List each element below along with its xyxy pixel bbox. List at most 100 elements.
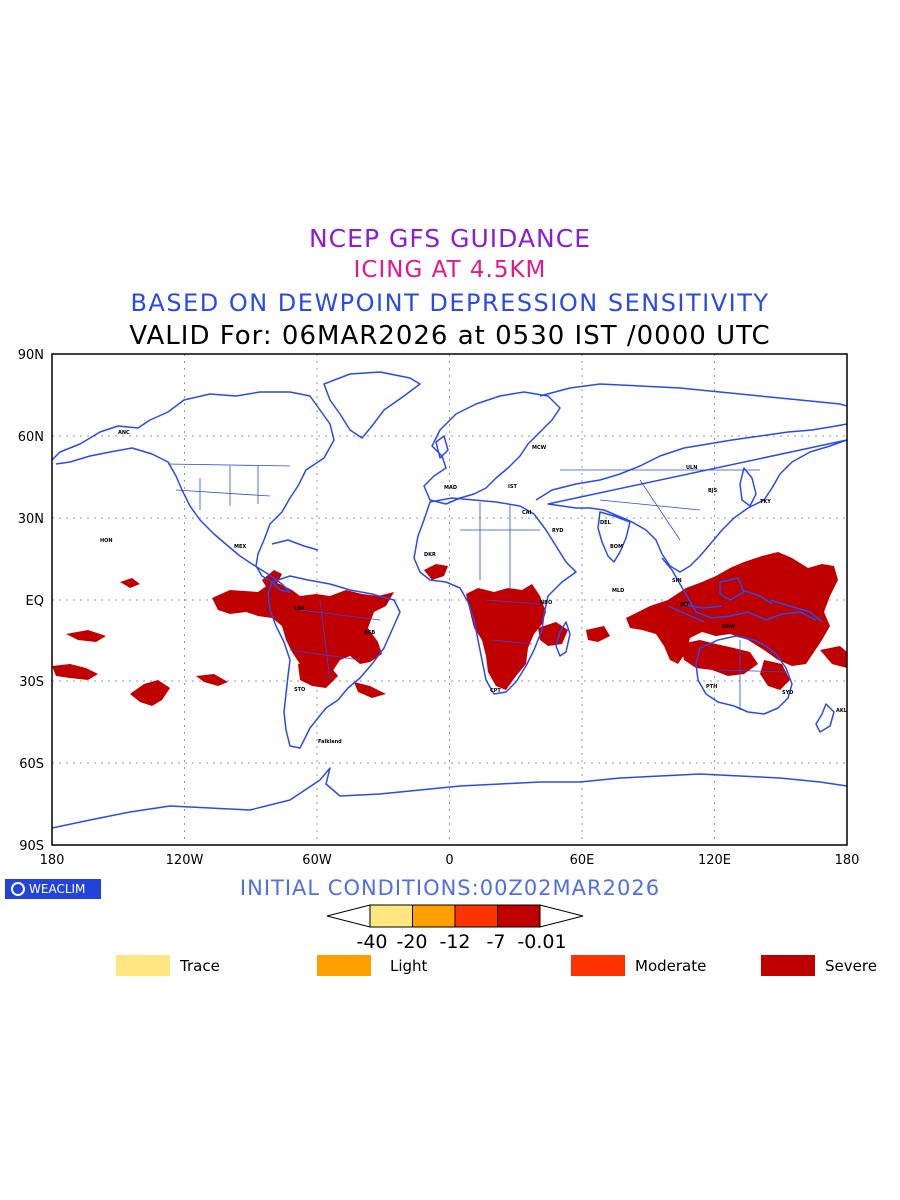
coast-madagascar — [555, 621, 571, 657]
coast-south-america — [267, 575, 401, 749]
colorbar-segment-severe — [497, 904, 541, 928]
station-label: MCW — [532, 445, 547, 451]
icing-area-west-africa — [424, 564, 448, 580]
station-label: SYD — [782, 690, 793, 696]
legend-label: Moderate — [635, 957, 707, 975]
coast-antarctica — [52, 767, 847, 829]
station-label: RYD — [552, 528, 563, 534]
coast-caribbean — [271, 539, 319, 551]
initial-conditions: INITIAL CONDITIONS:00Z02MAR2026 — [239, 876, 661, 900]
lon-label: 120E — [698, 853, 731, 868]
icing-area-pacific-3 — [196, 674, 228, 686]
legend-swatch — [571, 955, 625, 976]
colorbar-segment-light — [412, 904, 456, 928]
colorbar-tick: -20 — [396, 931, 427, 953]
coast-arctic-asia — [539, 383, 847, 407]
coast-europe — [423, 391, 561, 505]
legend-swatch — [116, 955, 170, 976]
title-line-2: ICING AT 4.5KM — [353, 257, 547, 283]
icing-area-central-america — [262, 570, 282, 590]
legend-label: Trace — [180, 957, 220, 975]
colorbar-segment-trace — [369, 904, 413, 928]
copyright-ring-icon — [11, 882, 25, 896]
coast-uk — [435, 435, 449, 459]
lon-label: 0 — [445, 853, 453, 868]
lon-label: 60W — [302, 853, 332, 868]
legend-label: Light — [390, 957, 428, 975]
coastlines — [52, 371, 847, 829]
station-label: DKR — [424, 552, 436, 558]
icing-area-pacific-6 — [820, 646, 847, 668]
station-label: LIM — [294, 606, 304, 612]
colorbar-right-arrow — [539, 904, 584, 928]
lat-label: 30S — [19, 675, 44, 690]
station-label: AKL — [836, 708, 848, 714]
station-label: CPT — [490, 688, 501, 694]
station-label: DRW — [722, 624, 736, 630]
lat-label: 60N — [18, 430, 44, 445]
station-label: CAI — [522, 510, 532, 516]
lon-label: 180 — [835, 853, 860, 868]
legend-label: Severe — [825, 957, 877, 975]
coast-australia — [695, 635, 793, 715]
border-asia — [560, 469, 760, 541]
latitude-labels: 90N 60N 30N EQ 30S 60S 90S — [18, 348, 44, 854]
lat-label: 60S — [19, 757, 44, 772]
coast-japan — [739, 467, 757, 507]
lat-label: 30N — [18, 512, 44, 527]
coast-southeast-asia — [661, 557, 817, 621]
station-label: BJS — [708, 488, 718, 494]
station-labels: ANC HON MEX LIM BSB STO Falkland DKR MAD… — [100, 430, 848, 745]
station-label: DEL — [600, 520, 612, 526]
station-label: NBO — [540, 600, 552, 606]
border-africa — [460, 502, 541, 645]
icing-area-south-america-3 — [354, 682, 386, 698]
station-label: BOM — [610, 544, 623, 550]
legend-swatch — [761, 955, 815, 976]
station-label: ULN — [686, 465, 697, 471]
world-map: ANC HON MEX LIM BSB STO Falkland DKR MAD… — [18, 348, 860, 868]
icing-area-madagascar-region — [586, 626, 610, 642]
lat-label: 90S — [19, 839, 44, 854]
coast-asia — [535, 423, 847, 573]
icing-area-maritime-continent — [626, 552, 838, 666]
icing-area-pacific-2 — [130, 680, 170, 706]
lat-label: EQ — [26, 594, 44, 609]
station-label: JKT — [679, 602, 690, 608]
country-borders — [167, 463, 789, 710]
legend-swatch — [317, 955, 371, 976]
colorbar-tick: -7 — [487, 931, 506, 953]
station-label: ANC — [118, 430, 130, 436]
colorbar-left-arrow — [326, 904, 371, 928]
station-label: MLD — [612, 588, 624, 594]
icing-area-pacific-1 — [52, 664, 98, 680]
lon-label: 120W — [166, 853, 204, 868]
icing-area-africa — [466, 584, 546, 690]
lon-label: 60E — [570, 853, 595, 868]
weaclim-logo: WEACLIM — [5, 879, 101, 899]
coast-india — [597, 511, 631, 563]
logo-text: WEACLIM — [29, 882, 86, 896]
icing-area-south-america — [212, 582, 394, 680]
icing-area-africa-east — [538, 622, 568, 646]
coast-greenland — [323, 371, 421, 439]
longitude-labels: 180 120W 60W 0 60E 120E 180 — [40, 853, 860, 868]
border-australia — [717, 640, 789, 710]
lat-label: 90N — [18, 348, 44, 363]
coast-africa — [413, 497, 577, 695]
station-label: BSB — [364, 630, 375, 636]
station-label: TKY — [760, 499, 771, 505]
title-line-3: BASED ON DEWPOINT DEPRESSION SENSITIVITY — [130, 289, 770, 317]
border-south-america — [289, 599, 381, 681]
icing-severe-areas — [52, 552, 847, 706]
coast-north-america — [52, 391, 335, 593]
station-label: MAD — [444, 485, 457, 491]
map-frame — [51, 353, 848, 846]
lon-label: 180 — [40, 853, 65, 868]
icing-area-australia-east — [760, 660, 790, 690]
station-label: PTH — [706, 684, 717, 690]
station-label: HON — [100, 538, 113, 544]
icing-area-pacific-5 — [120, 578, 140, 588]
colorbar: -40 -20 -12 -7 -0.01 — [326, 904, 584, 953]
title-valid-time: VALID For: 06MAR2026 at 0530 IST /0000 U… — [129, 321, 771, 351]
